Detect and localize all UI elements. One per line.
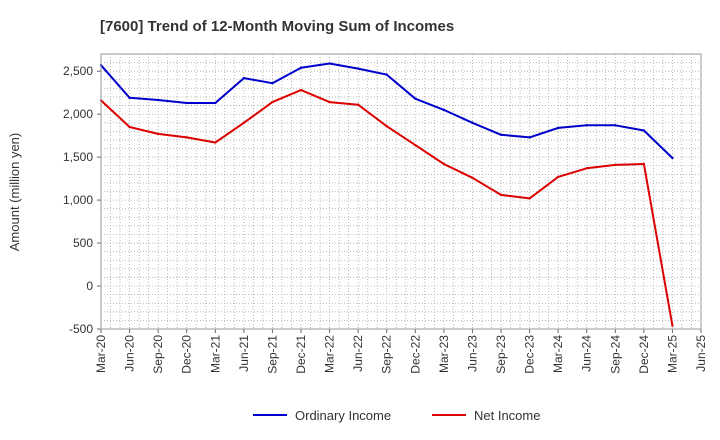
data-point-ordinary-income [471, 121, 474, 124]
plot-frame [100, 53, 702, 330]
x-tick-label: Sep-23 [494, 335, 508, 374]
legend-label-net-income: Net Income [474, 408, 540, 423]
data-point-net-income [556, 175, 560, 179]
data-point-ordinary-income [528, 136, 531, 139]
x-tick-label: Jun-25 [694, 335, 708, 372]
data-point-net-income [671, 324, 674, 327]
y-tick-label: 2,500 [63, 64, 93, 78]
x-tick-label: Mar-23 [437, 335, 451, 373]
y-tick-label: 500 [73, 236, 93, 250]
data-point-net-income [299, 88, 303, 92]
data-point-net-income [614, 163, 617, 167]
x-tick-label: Dec-24 [637, 335, 651, 374]
y-tick-label: -500 [69, 322, 93, 336]
x-tick-label: Mar-25 [665, 335, 679, 373]
x-tick-label: Mar-22 [323, 335, 337, 373]
data-point-net-income [414, 143, 417, 147]
data-point-net-income [214, 141, 217, 144]
data-point-ordinary-income [585, 124, 588, 127]
x-tick-label: Dec-20 [180, 335, 194, 374]
series-lines [99, 62, 674, 327]
data-point-net-income [356, 103, 360, 106]
data-point-net-income [442, 162, 446, 166]
x-axis-ticks: Mar-20 Jun-20 Sep-20 Dec-20 Mar-21 Jun-21 Sep-… [94, 329, 708, 374]
y-tick-label: 1,500 [63, 150, 93, 164]
x-tick-label: Jun-23 [465, 335, 479, 372]
data-point-ordinary-income [385, 73, 388, 76]
y-axis-ticks: -500 0 500 1,000 1,500 2,000 2,500 [63, 64, 101, 336]
data-point-ordinary-income [442, 108, 446, 112]
data-point-net-income [328, 100, 331, 104]
x-tick-label: Dec-22 [408, 335, 422, 374]
data-point-ordinary-income [499, 133, 503, 136]
data-point-ordinary-income [185, 101, 188, 105]
data-point-ordinary-income [156, 98, 160, 102]
x-tick-label: Mar-21 [208, 335, 222, 373]
y-tick-label: 2,000 [63, 107, 93, 121]
legend-label-ordinary-income: Ordinary Income [295, 408, 391, 423]
chart-title: [7600] Trend of 12-Month Moving Sum of I… [100, 18, 454, 35]
data-point-ordinary-income [128, 96, 131, 100]
x-tick-label: Sep-20 [151, 335, 165, 374]
x-tick-label: Mar-24 [551, 335, 565, 373]
data-point-net-income [185, 136, 188, 139]
legend: Ordinary Income Net Income [253, 408, 540, 423]
x-tick-label: Dec-23 [523, 335, 537, 374]
data-point-ordinary-income [614, 124, 617, 127]
y-tick-label: 1,000 [63, 193, 93, 207]
series-line-ordinary-income [100, 62, 674, 159]
data-point-ordinary-income [242, 76, 246, 80]
x-tick-label: Jun-24 [580, 335, 594, 372]
data-point-net-income [499, 193, 503, 197]
data-point-net-income [156, 132, 160, 136]
y-tick-label: 0 [86, 279, 93, 293]
data-point-ordinary-income [214, 101, 217, 105]
data-point-ordinary-income [328, 62, 331, 65]
y-axis-label: Amount (million yen) [7, 133, 22, 252]
data-point-net-income [128, 125, 131, 129]
data-point-ordinary-income [642, 129, 646, 132]
data-point-ordinary-income [556, 126, 560, 130]
data-point-ordinary-income [414, 97, 417, 100]
x-tick-label: Jun-20 [123, 335, 137, 372]
data-point-ordinary-income [271, 82, 274, 85]
x-tick-label: Jun-22 [351, 335, 365, 372]
x-tick-label: Dec-21 [294, 335, 308, 374]
data-point-net-income [585, 167, 588, 170]
data-point-net-income [471, 176, 474, 179]
x-tick-label: Jun-21 [237, 335, 251, 372]
data-point-ordinary-income [671, 156, 674, 160]
grid [100, 53, 702, 330]
x-tick-label: Sep-22 [380, 335, 394, 374]
data-point-net-income [242, 121, 246, 124]
data-point-net-income [528, 197, 531, 200]
x-tick-label: Sep-24 [608, 335, 622, 374]
data-point-ordinary-income [356, 67, 360, 70]
data-point-net-income [271, 100, 274, 104]
data-point-net-income [642, 162, 646, 166]
x-tick-label: Mar-20 [94, 335, 108, 373]
x-tick-label: Sep-21 [265, 335, 279, 374]
data-point-ordinary-income [299, 66, 303, 69]
data-point-net-income [385, 124, 388, 128]
